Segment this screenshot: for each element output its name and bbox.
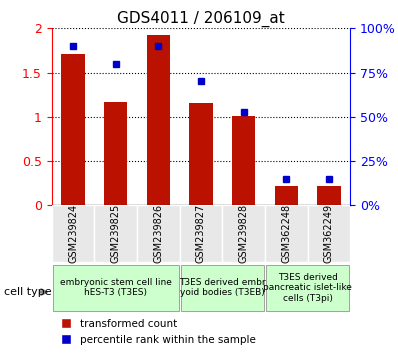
FancyBboxPatch shape [52, 205, 94, 262]
FancyBboxPatch shape [181, 265, 264, 310]
FancyBboxPatch shape [308, 205, 350, 262]
Text: T3ES derived
pancreatic islet-like
cells (T3pi): T3ES derived pancreatic islet-like cells… [263, 273, 352, 303]
Text: cell type: cell type [4, 287, 52, 297]
Legend: transformed count, percentile rank within the sample: transformed count, percentile rank withi… [57, 315, 260, 349]
Text: GSM239828: GSM239828 [239, 204, 249, 263]
FancyBboxPatch shape [94, 205, 137, 262]
FancyBboxPatch shape [137, 205, 179, 262]
Bar [317, 186, 341, 205]
Text: embryonic stem cell line
hES-T3 (T3ES): embryonic stem cell line hES-T3 (T3ES) [60, 278, 172, 297]
FancyBboxPatch shape [222, 205, 265, 262]
Bar [61, 54, 85, 205]
FancyBboxPatch shape [266, 265, 349, 310]
Text: GSM362249: GSM362249 [324, 204, 334, 263]
Text: GSM362248: GSM362248 [281, 204, 291, 263]
Text: T3ES derived embr
yoid bodies (T3EB): T3ES derived embr yoid bodies (T3EB) [179, 278, 265, 297]
Bar [189, 103, 213, 205]
Bar [232, 116, 256, 205]
FancyBboxPatch shape [179, 205, 222, 262]
Title: GDS4011 / 206109_at: GDS4011 / 206109_at [117, 11, 285, 27]
Text: GSM239827: GSM239827 [196, 204, 206, 263]
FancyBboxPatch shape [53, 265, 179, 310]
Bar [146, 35, 170, 205]
Text: GSM239826: GSM239826 [153, 204, 163, 263]
Text: GSM239825: GSM239825 [111, 204, 121, 263]
Bar [275, 186, 298, 205]
Bar [104, 102, 127, 205]
Text: GSM239824: GSM239824 [68, 204, 78, 263]
FancyBboxPatch shape [265, 205, 308, 262]
